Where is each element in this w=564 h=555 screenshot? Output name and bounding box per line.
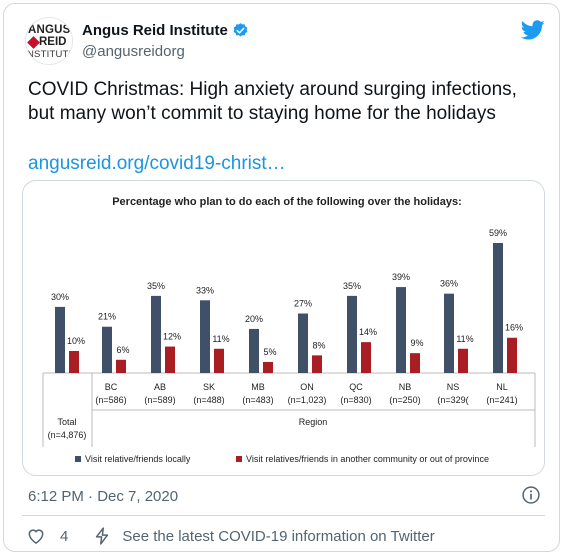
category-n-label: (n=586) bbox=[95, 395, 126, 405]
data-label: 10% bbox=[67, 336, 85, 346]
tweet-header: ANGUS REID NSTITUTE Angus Reid Institute… bbox=[25, 17, 545, 65]
data-label: 16% bbox=[505, 323, 523, 333]
category-label: NL bbox=[496, 382, 508, 392]
category-n-label-total: (n=4,876) bbox=[48, 430, 87, 440]
article-link[interactable]: angusreid.org/covid19-christ… bbox=[28, 153, 286, 174]
bar-series-1 bbox=[493, 243, 503, 373]
category-label: MB bbox=[251, 382, 265, 392]
handle[interactable]: @angusreidorg bbox=[82, 43, 185, 60]
legend-swatch-series-2 bbox=[236, 456, 242, 462]
category-label: ON bbox=[300, 382, 314, 392]
category-label: BC bbox=[105, 382, 118, 392]
bar-series-1 bbox=[298, 313, 308, 373]
bar-series-1 bbox=[102, 326, 112, 373]
action-bar: 4 See the latest COVID-19 information on… bbox=[26, 526, 435, 546]
data-label: 5% bbox=[263, 347, 276, 357]
legend-label-series-2: Visit relatives/friends in another commu… bbox=[246, 454, 489, 464]
display-name[interactable]: Angus Reid Institute bbox=[82, 22, 228, 39]
category-label: AB bbox=[154, 382, 166, 392]
data-label: 35% bbox=[147, 281, 165, 291]
data-label: 20% bbox=[245, 314, 263, 324]
category-label-total: Total bbox=[57, 417, 76, 427]
category-n-label: (n=589) bbox=[144, 395, 175, 405]
data-label: 39% bbox=[392, 272, 410, 282]
bar-series-2 bbox=[263, 361, 273, 373]
bar-series-2 bbox=[69, 350, 79, 373]
x-axis-label: Region bbox=[299, 417, 328, 427]
verified-badge-icon bbox=[233, 23, 248, 37]
lightning-icon bbox=[96, 527, 109, 545]
timestamp[interactable]: 6:12 PM · Dec 7, 2020 bbox=[28, 488, 179, 505]
category-label: QC bbox=[349, 382, 363, 392]
category-n-label: (n=488) bbox=[193, 395, 224, 405]
data-label: 6% bbox=[116, 345, 129, 355]
bar-series-1 bbox=[200, 300, 210, 373]
data-label: 30% bbox=[51, 292, 69, 302]
tweet-card[interactable]: ANGUS REID NSTITUTE Angus Reid Institute… bbox=[3, 3, 560, 552]
category-n-label: (n=241) bbox=[486, 395, 517, 405]
data-label: 21% bbox=[98, 312, 116, 322]
info-icon[interactable] bbox=[521, 485, 541, 505]
category-label: SK bbox=[203, 382, 215, 392]
data-label: 36% bbox=[440, 279, 458, 289]
data-label: 8% bbox=[312, 340, 325, 350]
data-label: 33% bbox=[196, 285, 214, 295]
data-label: 35% bbox=[343, 281, 361, 291]
category-n-label: (n=483) bbox=[242, 395, 273, 405]
bar-series-2 bbox=[116, 359, 126, 373]
divider bbox=[22, 515, 545, 516]
tweet-text: COVID Christmas: High anxiety around sur… bbox=[28, 79, 517, 124]
bar-series-2 bbox=[361, 342, 371, 373]
category-n-label: (n=250) bbox=[389, 395, 420, 405]
data-label: 14% bbox=[359, 327, 377, 337]
avatar-text-line3: NSTITUTE bbox=[27, 49, 73, 60]
category-label: NS bbox=[447, 382, 460, 392]
avatar-text-line2: REID bbox=[39, 36, 67, 48]
bar-series-1 bbox=[151, 295, 161, 373]
bar-series-1 bbox=[396, 287, 406, 373]
bar-series-1 bbox=[55, 306, 65, 373]
bar-series-1 bbox=[249, 328, 259, 373]
bar-series-2 bbox=[165, 346, 175, 373]
name-row: Angus Reid Institute bbox=[82, 22, 249, 39]
legend-swatch-series-1 bbox=[75, 456, 81, 462]
heart-icon bbox=[28, 529, 44, 544]
like-count: 4 bbox=[60, 527, 69, 545]
avatar[interactable]: ANGUS REID NSTITUTE bbox=[25, 17, 73, 65]
chart-image-card[interactable]: Percentage who plan to do each of the fo… bbox=[22, 180, 545, 476]
data-label: 9% bbox=[410, 338, 423, 348]
maple-leaf-icon bbox=[27, 36, 40, 49]
bar-series-2 bbox=[507, 337, 517, 373]
category-n-label: (n=1,023) bbox=[288, 395, 327, 405]
data-label: 59% bbox=[489, 228, 507, 238]
covid-info-link[interactable]: See the latest COVID-19 information on T… bbox=[92, 526, 435, 546]
bar-series-1 bbox=[444, 293, 454, 373]
twitter-bird-icon[interactable] bbox=[521, 18, 545, 42]
covid-info-text: See the latest COVID-19 information on T… bbox=[122, 527, 435, 545]
data-label: 11% bbox=[212, 334, 229, 344]
bar-series-2 bbox=[410, 353, 420, 373]
category-label: NB bbox=[399, 382, 412, 392]
avatar-text-line1: ANGUS bbox=[28, 24, 71, 36]
data-label: 12% bbox=[163, 332, 181, 342]
bar-series-2 bbox=[214, 348, 224, 373]
legend-label-series-1: Visit relative/friends locally bbox=[85, 454, 191, 464]
category-n-label: (n=830) bbox=[340, 395, 371, 405]
chart-title: Percentage who plan to do each of the fo… bbox=[112, 196, 462, 208]
bar-series-1 bbox=[347, 295, 357, 373]
like-button[interactable]: 4 bbox=[26, 526, 68, 546]
bar-series-2 bbox=[312, 355, 322, 373]
bar-series-2 bbox=[458, 348, 468, 373]
data-label: 27% bbox=[294, 299, 312, 309]
chart: Percentage who plan to do each of the fo… bbox=[42, 196, 536, 464]
category-n-label: (n=329( bbox=[437, 395, 468, 405]
data-label: 11% bbox=[456, 334, 473, 344]
